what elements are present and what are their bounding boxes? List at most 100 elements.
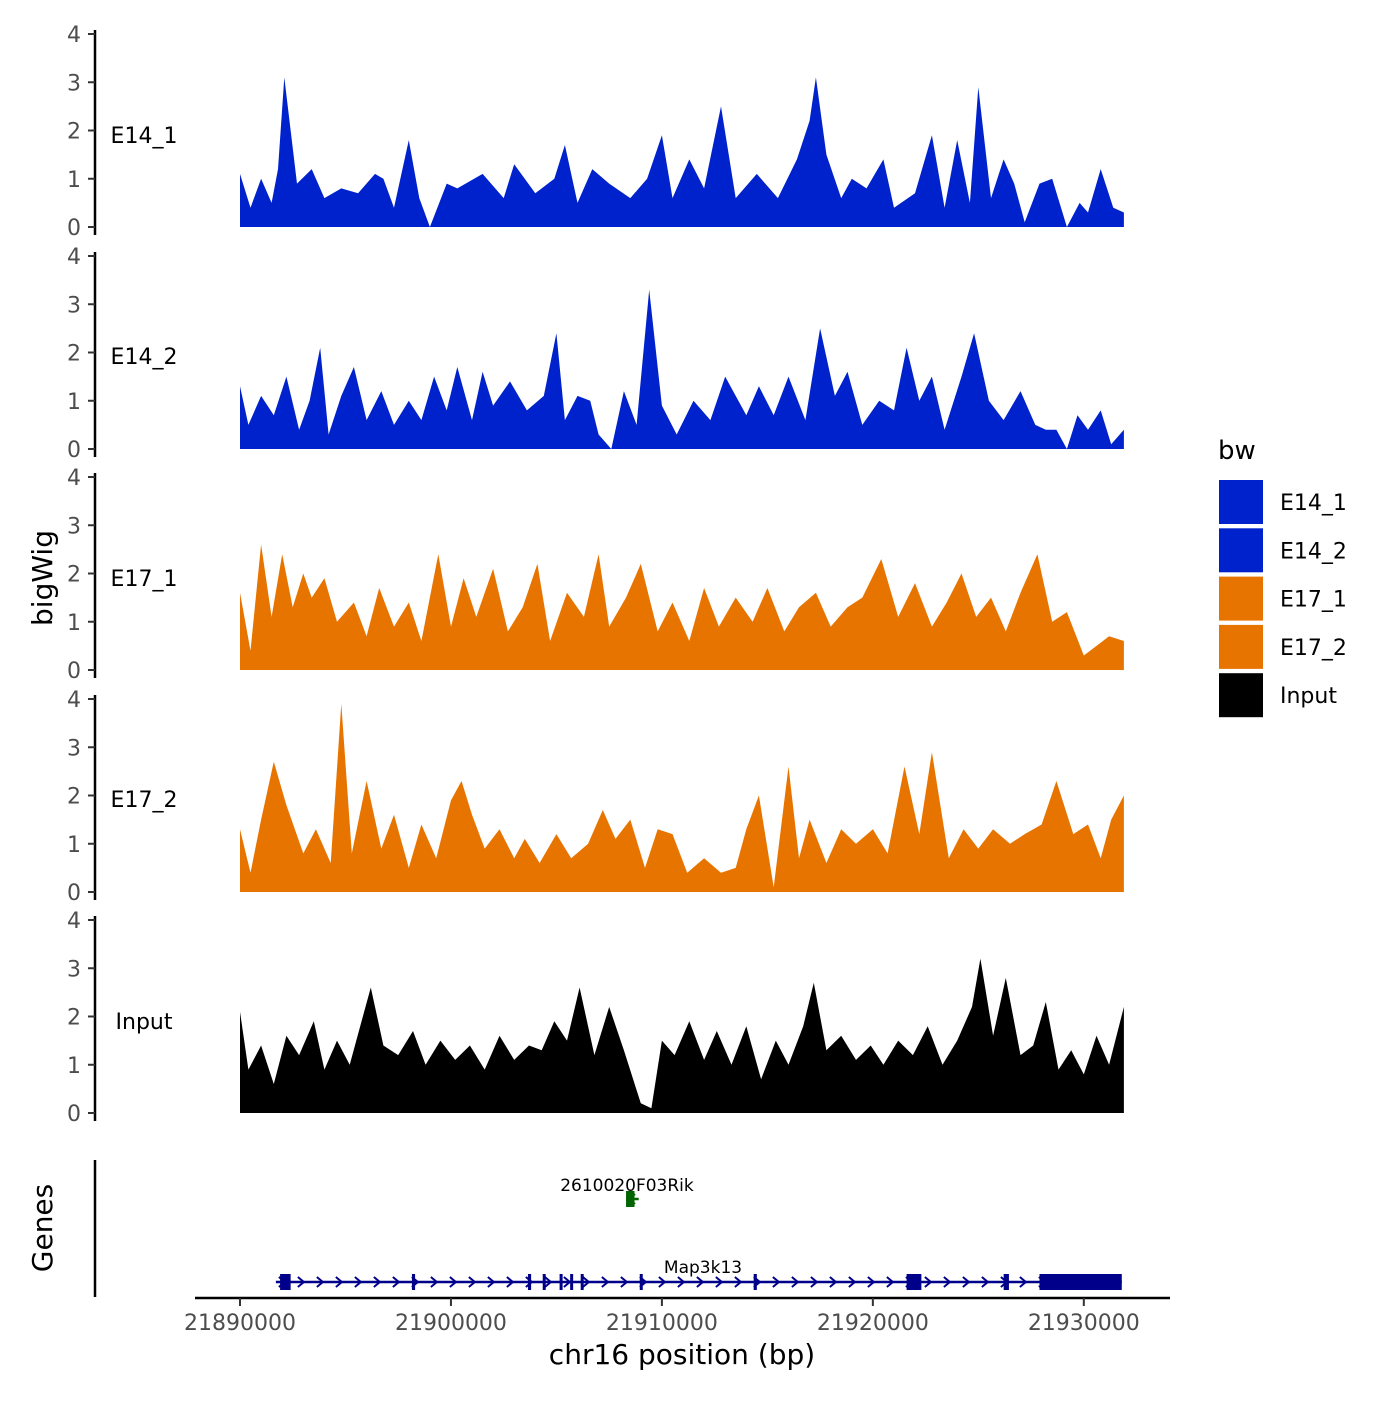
strand-chevron — [962, 1276, 971, 1288]
strand-chevron — [886, 1276, 895, 1288]
strand-chevron — [829, 1276, 838, 1288]
strand-chevron — [506, 1276, 515, 1288]
y-axis-label-bigwig: bigWig — [26, 530, 59, 626]
legend-swatch-E14_2 — [1219, 528, 1263, 573]
area-Input — [240, 958, 1124, 1113]
strand-chevron — [601, 1276, 610, 1288]
y-tick-label-Input-3: 3 — [67, 957, 81, 982]
y-tick-label-E14_1-3: 3 — [67, 71, 81, 96]
legend-swatch-E14_1 — [1219, 480, 1263, 524]
track-E17_1: 0 1 2 3 4 E17_1 — [67, 466, 1124, 684]
gene-Map3k13: Map3k13 — [275, 1258, 1122, 1290]
area-E17_1 — [240, 544, 1124, 670]
y-tick-label-E14_1-4: 4 — [67, 23, 81, 48]
legend-label-E14_1: E14_1 — [1280, 491, 1347, 516]
x-tick-label-21890000: 21890000 — [184, 1311, 296, 1336]
strand-chevron — [582, 1276, 591, 1288]
y-tick-label-Input-1: 1 — [67, 1054, 81, 1079]
legend-swatch-Input — [1219, 673, 1263, 718]
y-tick-label-Input-4: 4 — [67, 909, 81, 934]
y-tick-label-Input-2: 2 — [67, 1006, 81, 1031]
y-axis-label-genes: Genes — [26, 1184, 59, 1272]
y-tick-label-E14_1-0: 0 — [67, 216, 81, 241]
exon-Map3k13 — [570, 1274, 574, 1290]
strand-chevron — [468, 1276, 477, 1288]
strand-chevron — [297, 1276, 306, 1288]
exon-Map3k13 — [527, 1274, 532, 1290]
exon-Map3k13 — [639, 1274, 643, 1290]
strand-chevron — [696, 1276, 705, 1288]
exon-Map3k13 — [411, 1274, 416, 1290]
y-tick-label-E17_1-0: 0 — [67, 659, 81, 684]
exon-2610020F03Rik — [626, 1191, 635, 1207]
legend-label-E14_2: E14_2 — [1280, 539, 1347, 564]
track-E14_2: 0 1 2 3 4 E14_2 — [67, 245, 1124, 463]
x-tick-label-21900000: 21900000 — [395, 1311, 507, 1336]
exon-Map3k13 — [542, 1274, 546, 1290]
track-E14_1: 0 1 2 3 4 E14_1 — [67, 23, 1124, 241]
strand-chevron — [658, 1276, 667, 1288]
track-E17_2: 0 1 2 3 4 E17_2 — [67, 688, 1124, 906]
gene-2610020F03Rik: 2610020F03Rik — [560, 1176, 694, 1207]
strand-chevron — [867, 1276, 876, 1288]
gene-label-Map3k13: Map3k13 — [664, 1258, 742, 1278]
strand-chevron — [943, 1276, 952, 1288]
y-tick-label-E14_2-3: 3 — [67, 293, 81, 318]
exon-Map3k13 — [1003, 1274, 1009, 1290]
y-tick-label-E17_1-4: 4 — [67, 466, 81, 491]
y-tick-label-E17_2-3: 3 — [67, 736, 81, 761]
exon-Map3k13 — [580, 1274, 584, 1290]
exon-Map3k13 — [753, 1274, 757, 1290]
strand-chevron — [335, 1276, 344, 1288]
y-tick-label-E17_1-1: 1 — [67, 611, 81, 636]
x-axis-label: chr16 position (bp) — [549, 1338, 815, 1371]
strand-chevron — [487, 1276, 496, 1288]
y-tick-label-E14_1-2: 2 — [67, 120, 81, 145]
exon-Map3k13 — [280, 1274, 291, 1290]
legend: bw E14_1 E14_2 E17_1 E17_2 Input — [1218, 436, 1347, 718]
y-tick-label-E14_2-1: 1 — [67, 390, 81, 415]
strand-chevron — [981, 1276, 990, 1288]
x-tick-label-21930000: 21930000 — [1028, 1311, 1140, 1336]
legend-swatch-E17_2 — [1219, 624, 1263, 669]
track-label-Input: Input — [116, 1010, 173, 1035]
bigwig-tracks: 0 1 2 3 4 E14_1 0 1 2 3 4 E14_2 0 1 2 3 4 E17_1 0 1 2 3 4 E17_2… — [67, 23, 1124, 1127]
y-tick-label-E17_2-4: 4 — [67, 688, 81, 713]
track-label-E14_1: E14_1 — [111, 124, 178, 149]
gene-track: 2610020F03Rik Map3k13 — [93, 1160, 1122, 1297]
legend-swatch-E17_1 — [1219, 576, 1263, 621]
legend-label-E17_2: E17_2 — [1280, 636, 1347, 661]
strand-chevron — [354, 1276, 363, 1288]
strand-chevron — [392, 1276, 401, 1288]
strand-chevron — [525, 1276, 534, 1288]
y-tick-label-E17_2-1: 1 — [67, 833, 81, 858]
track-label-E17_1: E17_1 — [111, 567, 178, 592]
strand-chevron — [677, 1276, 686, 1288]
y-tick-label-E14_1-1: 1 — [67, 168, 81, 193]
strand-chevron — [544, 1276, 553, 1288]
y-tick-label-E14_2-0: 0 — [67, 438, 81, 463]
gene-label-2610020F03Rik: 2610020F03Rik — [560, 1176, 694, 1196]
legend-label-E17_1: E17_1 — [1280, 588, 1347, 613]
strand-chevron — [791, 1276, 800, 1288]
y-tick-label-E17_1-2: 2 — [67, 563, 81, 588]
strand-chevron — [620, 1276, 629, 1288]
strand-chevron — [924, 1276, 933, 1288]
x-tick-label-21920000: 21920000 — [817, 1311, 929, 1336]
area-E14_1 — [240, 77, 1124, 228]
strand-chevron — [316, 1276, 325, 1288]
strand-chevron — [772, 1276, 781, 1288]
y-tick-label-E14_2-4: 4 — [67, 245, 81, 270]
strand-chevron — [734, 1276, 743, 1288]
track-label-E14_2: E14_2 — [111, 345, 178, 370]
y-tick-label-E17_2-0: 0 — [67, 881, 81, 906]
track-label-E17_2: E17_2 — [111, 788, 178, 813]
y-tick-label-E17_1-3: 3 — [67, 514, 81, 539]
exon-Map3k13 — [906, 1274, 922, 1290]
strand-chevron — [449, 1276, 458, 1288]
strand-chevron — [810, 1276, 819, 1288]
legend-title: bw — [1218, 436, 1256, 466]
track-Input: 0 1 2 3 4 Input — [67, 909, 1124, 1127]
strand-chevron — [848, 1276, 857, 1288]
